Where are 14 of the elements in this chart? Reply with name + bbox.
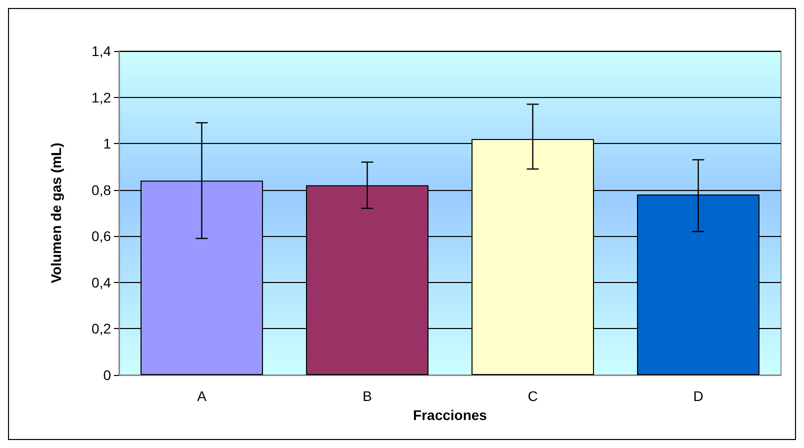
y-tick-label: 0,8 [92,182,112,198]
y-tick-label: 0 [103,367,112,383]
x-axis-title: Fracciones [413,406,488,423]
y-tick-label: 1,4 [92,43,112,59]
y-tick-label: 0,4 [92,274,112,290]
x-tick-label: B [362,388,372,404]
y-axis-title: Volumen de gas (mL) [48,142,64,284]
y-tick-label: 1 [103,136,112,152]
y-tick-label: 0,2 [92,320,112,337]
x-tick-label: A [197,388,208,404]
y-tick-label: 1,2 [92,89,112,106]
x-tick-label: C [528,388,538,404]
y-tick-label: 0,6 [92,228,112,244]
x-tick-label: D [693,388,704,404]
